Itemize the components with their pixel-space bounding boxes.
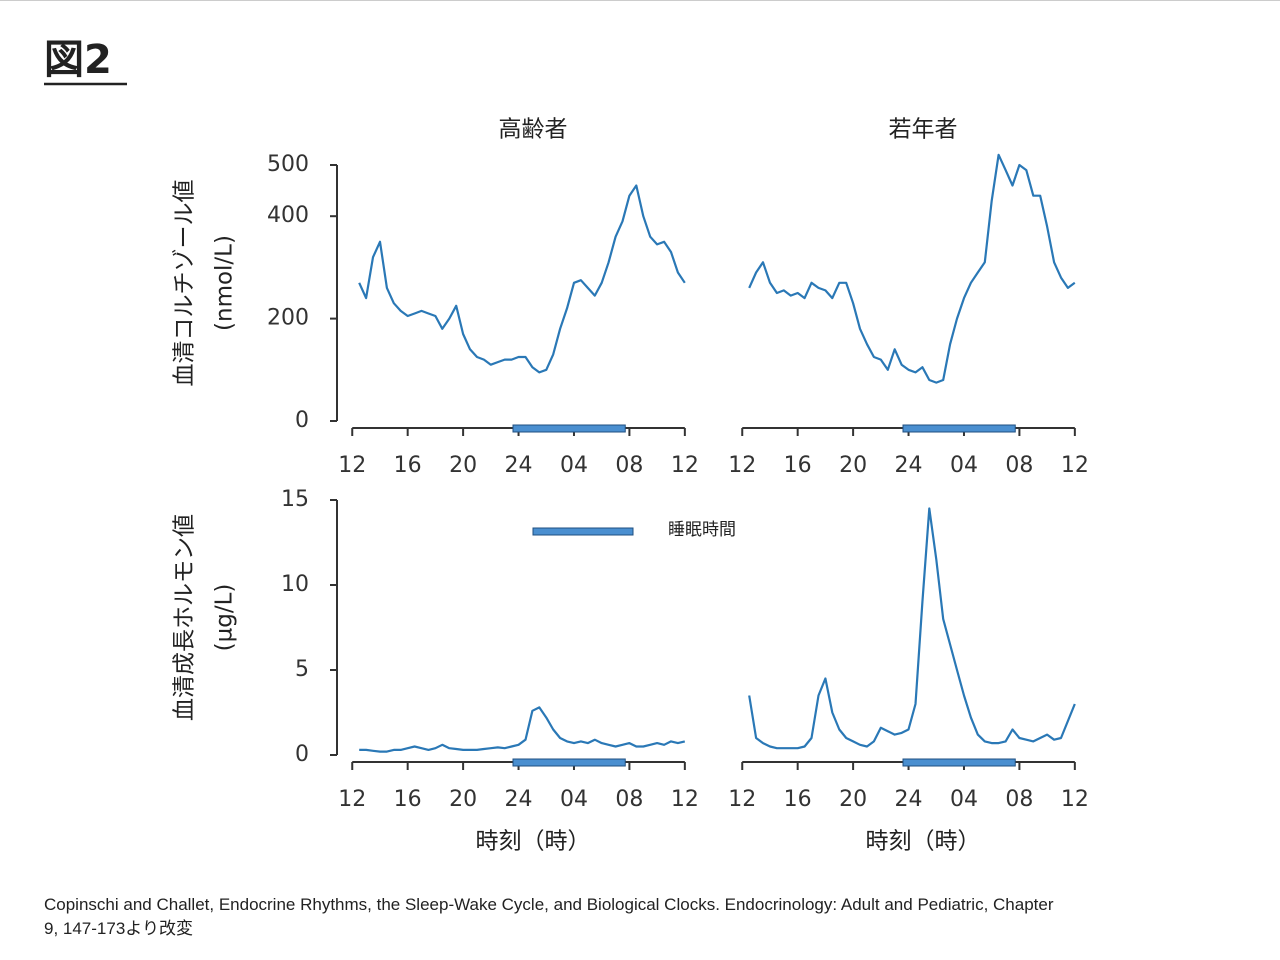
x-tick-label: 16 [394, 453, 422, 478]
x-tick-label: 16 [394, 787, 422, 812]
y-axis-label: 血清成長ホルモン値 [172, 514, 198, 721]
x-tick-label: 12 [671, 453, 699, 478]
x-tick-label: 12 [1061, 787, 1089, 812]
citation: Copinschi and Challet, Endocrine Rhythms… [44, 895, 1054, 914]
y-tick-label: 5 [295, 657, 309, 682]
x-tick-label: 12 [338, 787, 366, 812]
x-tick-label: 08 [615, 787, 643, 812]
x-axis-label: 時刻（時） [476, 829, 591, 855]
sleep-bar [902, 758, 1016, 767]
y-tick-label: 0 [295, 408, 309, 433]
x-tick-label: 20 [449, 453, 477, 478]
x-tick-label: 24 [505, 453, 533, 478]
x-tick-label: 16 [784, 453, 812, 478]
x-tick-label: 04 [950, 453, 978, 478]
x-tick-label: 12 [728, 453, 756, 478]
y-tick-label: 15 [281, 487, 309, 512]
y-tick-label: 0 [295, 742, 309, 767]
legend-label: 睡眠時間 [668, 520, 736, 540]
y-tick-label: 500 [267, 152, 309, 177]
sleep-bar [902, 424, 1016, 433]
x-tick-label: 20 [839, 787, 867, 812]
data-line [748, 507, 1076, 750]
x-tick-label: 04 [560, 787, 588, 812]
x-tick-label: 24 [505, 787, 533, 812]
citation: 9, 147-173より改変 [44, 919, 193, 938]
panel-title: 高齢者 [499, 117, 568, 143]
x-tick-label: 08 [615, 453, 643, 478]
x-tick-label: 12 [671, 787, 699, 812]
y-tick-label: 200 [267, 306, 309, 331]
x-axis-label: 時刻（時） [866, 829, 981, 855]
x-tick-label: 20 [839, 453, 867, 478]
data-line [359, 706, 686, 753]
data-line [358, 184, 686, 374]
y-axis-label: (µg/L) [212, 584, 238, 652]
legend-swatch [532, 527, 634, 536]
figure-title: 図2 [44, 37, 112, 83]
x-tick-label: 04 [560, 453, 588, 478]
x-tick-label: 24 [895, 787, 923, 812]
x-tick-label: 12 [338, 453, 366, 478]
x-tick-label: 12 [1061, 453, 1089, 478]
x-tick-label: 12 [728, 787, 756, 812]
y-axis-label: (nmol/L) [212, 235, 238, 331]
x-tick-label: 24 [895, 453, 923, 478]
data-line [748, 153, 1076, 384]
panel-title: 若年者 [889, 117, 958, 143]
sleep-bar [512, 758, 626, 767]
sleep-bar [512, 424, 626, 433]
y-tick-label: 400 [267, 203, 309, 228]
y-axis-label: 血清コルチゾール値 [172, 180, 198, 387]
y-tick-label: 10 [281, 572, 309, 597]
x-tick-label: 20 [449, 787, 477, 812]
x-tick-label: 16 [784, 787, 812, 812]
x-tick-label: 08 [1005, 787, 1033, 812]
x-tick-label: 04 [950, 787, 978, 812]
x-tick-label: 08 [1005, 453, 1033, 478]
